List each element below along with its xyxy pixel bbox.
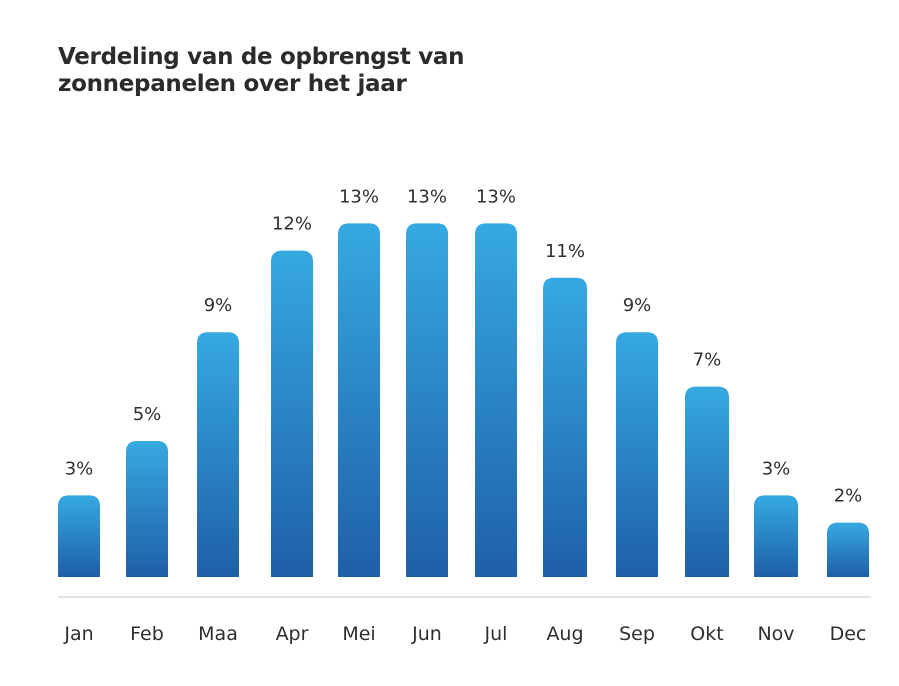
value-label-feb: 5% — [133, 404, 162, 425]
category-label-okt: Okt — [690, 623, 723, 645]
category-label-jan: Jan — [63, 623, 93, 645]
bar-sep — [616, 332, 658, 577]
category-label-aug: Aug — [546, 623, 583, 645]
value-label-aug: 11% — [545, 241, 585, 262]
category-label-feb: Feb — [130, 623, 164, 645]
category-label-dec: Dec — [830, 623, 867, 645]
value-label-jun: 13% — [407, 186, 447, 207]
value-label-nov: 3% — [762, 458, 791, 479]
bar-okt — [685, 386, 729, 577]
category-label-nov: Nov — [757, 623, 794, 645]
chart-title: Verdeling van de opbrengst van zonnepane… — [58, 44, 465, 98]
value-labels-group: 3% 5% 9% 12% 13% 13% 13% 11% 9% 7% 3% 2% — [65, 186, 863, 506]
bar-jun — [406, 223, 448, 577]
category-label-apr: Apr — [276, 623, 309, 645]
chart-title-line-1: Verdeling van de opbrengst van — [58, 44, 465, 70]
category-labels-group: Jan Feb Maa Apr Mei Jun Jul Aug Sep Okt Nov Dec — [63, 623, 866, 645]
bar-jul — [475, 223, 517, 577]
category-label-sep: Sep — [619, 623, 655, 645]
category-label-jul: Jul — [484, 623, 508, 645]
value-label-sep: 9% — [623, 295, 652, 316]
bar-nov — [754, 495, 798, 577]
value-label-mei: 13% — [339, 186, 379, 207]
value-label-maa: 9% — [204, 295, 233, 316]
category-label-maa: Maa — [198, 623, 238, 645]
category-label-jun: Jun — [411, 623, 442, 645]
value-label-jan: 3% — [65, 458, 94, 479]
bar-apr — [271, 250, 313, 577]
bar-dec — [827, 522, 869, 577]
bars-group — [58, 223, 869, 577]
category-label-mei: Mei — [342, 623, 375, 645]
value-label-apr: 12% — [272, 214, 312, 235]
bar-mei — [338, 223, 380, 577]
value-label-okt: 7% — [693, 350, 722, 371]
value-label-dec: 2% — [834, 486, 863, 507]
bar-aug — [543, 277, 587, 577]
bar-feb — [126, 441, 168, 577]
value-label-jul: 13% — [476, 186, 516, 207]
bar-jan — [58, 495, 100, 577]
chart-title-line-2: zonnepanelen over het jaar — [58, 71, 407, 97]
bar-maa — [197, 332, 239, 577]
